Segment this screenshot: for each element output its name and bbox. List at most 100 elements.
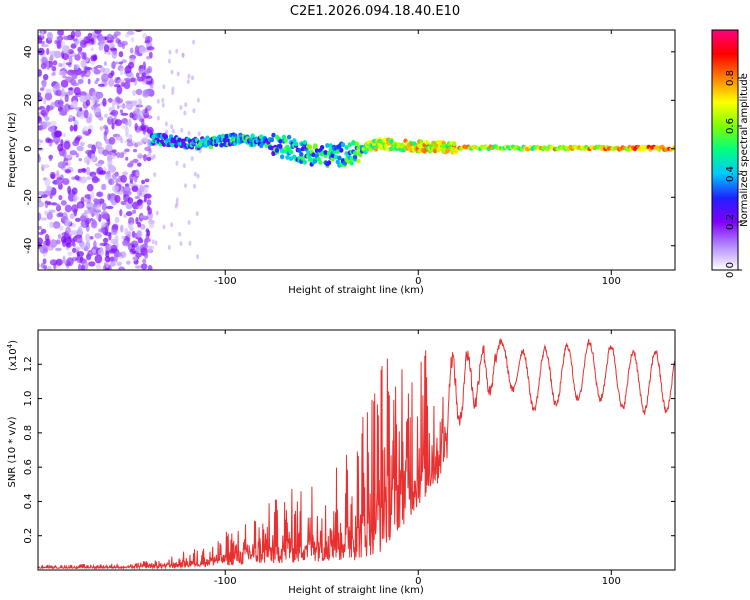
noise-blob xyxy=(85,99,91,107)
snr-multiplier-close: ) xyxy=(8,340,19,344)
noise-blob xyxy=(49,171,56,179)
signal-blob xyxy=(323,150,328,155)
noise-blob xyxy=(178,231,182,237)
signal-blob xyxy=(379,144,384,150)
noise-blob xyxy=(94,66,98,70)
noise-blob xyxy=(108,78,115,87)
noise-blob xyxy=(127,197,134,204)
noise-blob xyxy=(86,176,92,181)
noise-blob xyxy=(109,256,115,263)
noise-blob xyxy=(41,194,48,198)
noise-blob xyxy=(161,102,165,108)
noise-blob xyxy=(67,185,71,195)
spectrogram-y-tick-label: 20 xyxy=(23,94,34,107)
noise-blob xyxy=(79,176,88,184)
noise-blob xyxy=(103,113,109,118)
noise-blob xyxy=(118,61,123,65)
signal-blob xyxy=(313,158,318,164)
noise-blob xyxy=(134,195,141,200)
signal-blob xyxy=(297,148,302,153)
noise-blob xyxy=(83,199,91,203)
noise-blob xyxy=(110,62,117,69)
noise-blob xyxy=(62,178,70,185)
noise-blob xyxy=(135,171,140,177)
noise-blob xyxy=(146,245,153,254)
noise-blob xyxy=(152,154,156,159)
noise-blob xyxy=(110,244,118,252)
noise-blob xyxy=(102,97,107,107)
noise-blob xyxy=(146,199,152,206)
signal-blob xyxy=(335,149,340,155)
noise-blob xyxy=(90,55,97,62)
noise-blob xyxy=(146,46,155,51)
noise-blob xyxy=(81,168,87,173)
noise-blob xyxy=(161,97,165,103)
spectrogram-y-axis-label: Frequency (Hz) xyxy=(7,112,18,188)
noise-blob xyxy=(46,185,53,192)
noise-blob xyxy=(78,158,83,162)
noise-blob xyxy=(119,267,124,270)
noise-blob xyxy=(164,121,168,127)
spectrogram-y-tick-label: -20 xyxy=(23,189,34,205)
noise-blob xyxy=(128,133,133,141)
noise-blob xyxy=(73,87,81,96)
noise-blob xyxy=(69,213,75,220)
colorbar-frame xyxy=(711,29,739,271)
noise-blob xyxy=(135,88,143,96)
noise-blob xyxy=(112,99,116,108)
signal-blob xyxy=(300,156,306,161)
signal-blob xyxy=(340,142,346,148)
signal-blob xyxy=(352,154,358,160)
noise-blob xyxy=(49,259,58,266)
signal-blob xyxy=(328,147,333,153)
noise-blob xyxy=(98,45,104,51)
noise-blob xyxy=(57,233,62,240)
noise-blob xyxy=(183,110,187,116)
noise-blob xyxy=(72,100,78,108)
noise-blob xyxy=(137,238,144,244)
noise-blob xyxy=(131,101,138,107)
spectrogram-x-tick-label: -100 xyxy=(214,276,237,287)
signal-blob xyxy=(170,142,175,148)
noise-blob xyxy=(115,178,119,185)
noise-blob xyxy=(76,145,84,152)
signal-blob xyxy=(319,145,325,150)
noise-blob xyxy=(70,30,76,39)
noise-blob xyxy=(156,98,160,104)
signal-blob xyxy=(333,154,339,160)
noise-blob xyxy=(63,140,71,150)
noise-blob xyxy=(114,119,123,127)
noise-blob xyxy=(130,36,135,43)
noise-blob xyxy=(59,110,67,116)
noise-blob xyxy=(60,200,67,206)
noise-blob xyxy=(170,222,174,228)
signal-blob xyxy=(330,156,335,162)
noise-blob xyxy=(124,33,130,38)
noise-blob xyxy=(149,221,155,229)
noise-blob xyxy=(116,105,120,109)
snr-x-axis-label: Height of straight line (km) xyxy=(288,585,424,596)
spectrogram-x-tick-label: 0 xyxy=(415,276,421,287)
noise-blob xyxy=(96,64,103,69)
noise-blob xyxy=(107,193,111,201)
noise-blob xyxy=(139,124,147,131)
noise-blob xyxy=(143,75,151,79)
noise-blob xyxy=(96,141,103,148)
noise-blob xyxy=(103,213,109,220)
spectrogram-y-tick-label: 40 xyxy=(23,45,34,58)
noise-blob xyxy=(142,136,149,143)
noise-blob xyxy=(79,94,86,103)
noise-blob xyxy=(63,35,72,41)
colorbar-tick-label: 0.2 xyxy=(725,214,736,230)
noise-blob xyxy=(106,205,114,210)
noise-blob xyxy=(129,248,134,253)
noise-blob xyxy=(44,178,51,187)
noise-blob xyxy=(68,114,74,122)
noise-blob xyxy=(136,72,140,79)
noise-blob xyxy=(83,109,89,119)
signal-blob xyxy=(342,160,347,166)
noise-blob xyxy=(53,130,62,138)
noise-blob xyxy=(188,240,192,246)
signal-blob xyxy=(330,153,335,159)
noise-blob xyxy=(57,161,66,169)
